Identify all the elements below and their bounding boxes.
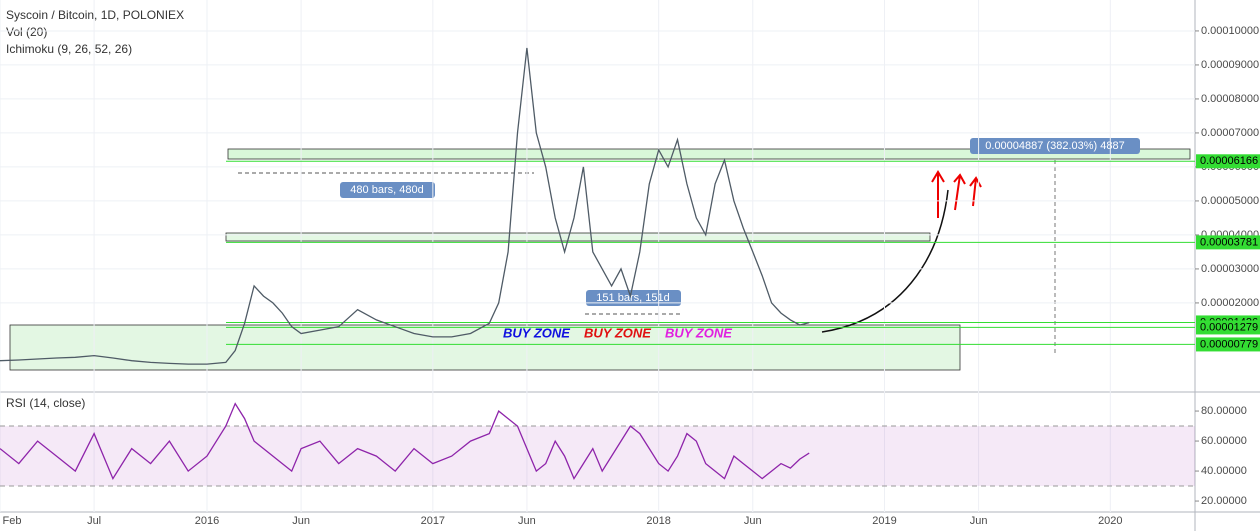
label-box bbox=[970, 138, 1140, 154]
zone-label: BUY ZONE bbox=[503, 325, 570, 340]
projection-curve bbox=[821, 189, 949, 333]
level-label: 0.00006166 bbox=[1200, 155, 1258, 167]
level-label: 0.00000779 bbox=[1200, 338, 1258, 350]
y-tick-label: 80.00000 bbox=[1201, 405, 1247, 417]
y-tick-label: 0.00009000 bbox=[1201, 59, 1259, 71]
rsi-line bbox=[0, 402, 810, 481]
level-chip bbox=[1196, 337, 1260, 352]
symbol-title: Syscoin / Bitcoin, 1D, POLONIEX bbox=[6, 8, 184, 22]
x-tick-label: Feb bbox=[3, 515, 22, 527]
level-label: 0.00001279 bbox=[1200, 321, 1258, 333]
x-tick-label: Jul bbox=[87, 515, 101, 527]
y-tick-label: 0.00005000 bbox=[1201, 195, 1259, 207]
x-tick-label: Jun bbox=[518, 515, 536, 527]
x-tick-label: Jun bbox=[292, 515, 310, 527]
label-box bbox=[340, 182, 435, 198]
rsi-title: RSI (14, close) bbox=[6, 396, 85, 410]
rsi-band bbox=[0, 426, 1195, 487]
indicator-label: Vol (20) bbox=[6, 25, 47, 39]
bars-label: 480 bars, 480d bbox=[350, 184, 423, 196]
bars-label: 151 bars, 151d bbox=[596, 292, 669, 304]
indicator-label: Ichimoku (9, 26, 52, 26) bbox=[6, 42, 132, 56]
x-tick-label: Jun bbox=[744, 515, 762, 527]
measure-label: 0.00004887 (382.03%) 4887 bbox=[985, 140, 1124, 152]
x-tick-label: Jun bbox=[970, 515, 988, 527]
y-tick-label: 0.00003000 bbox=[1201, 263, 1259, 275]
price-line bbox=[0, 47, 810, 365]
resistance-box bbox=[227, 148, 1191, 160]
y-tick-label: 0.00002000 bbox=[1201, 297, 1259, 309]
level-chip bbox=[1196, 320, 1260, 335]
y-tick-label: 40.00000 bbox=[1201, 465, 1247, 477]
x-tick-label: 2016 bbox=[195, 515, 219, 527]
zone-label: BUY ZONE bbox=[665, 325, 732, 340]
resistance-box bbox=[225, 232, 931, 242]
level-chip bbox=[1196, 154, 1260, 169]
level-chip bbox=[1196, 235, 1260, 250]
x-tick-label: 2019 bbox=[872, 515, 896, 527]
y-tick-label: 0.00008000 bbox=[1201, 93, 1259, 105]
zone-label: BUY ZONE bbox=[584, 325, 651, 340]
y-tick-label: 60.00000 bbox=[1201, 435, 1247, 447]
buy-zone-box bbox=[9, 324, 961, 371]
x-tick-label: 2017 bbox=[421, 515, 445, 527]
y-tick-label: 20.00000 bbox=[1201, 495, 1247, 507]
x-tick-label: 2018 bbox=[646, 515, 670, 527]
y-tick-label: 0.00007000 bbox=[1201, 127, 1259, 139]
x-tick-label: 2020 bbox=[1098, 515, 1122, 527]
level-label: 0.00003781 bbox=[1200, 236, 1258, 248]
up-arrows bbox=[931, 170, 982, 218]
y-tick-label: 0.00010000 bbox=[1201, 25, 1259, 37]
label-box bbox=[586, 290, 681, 306]
